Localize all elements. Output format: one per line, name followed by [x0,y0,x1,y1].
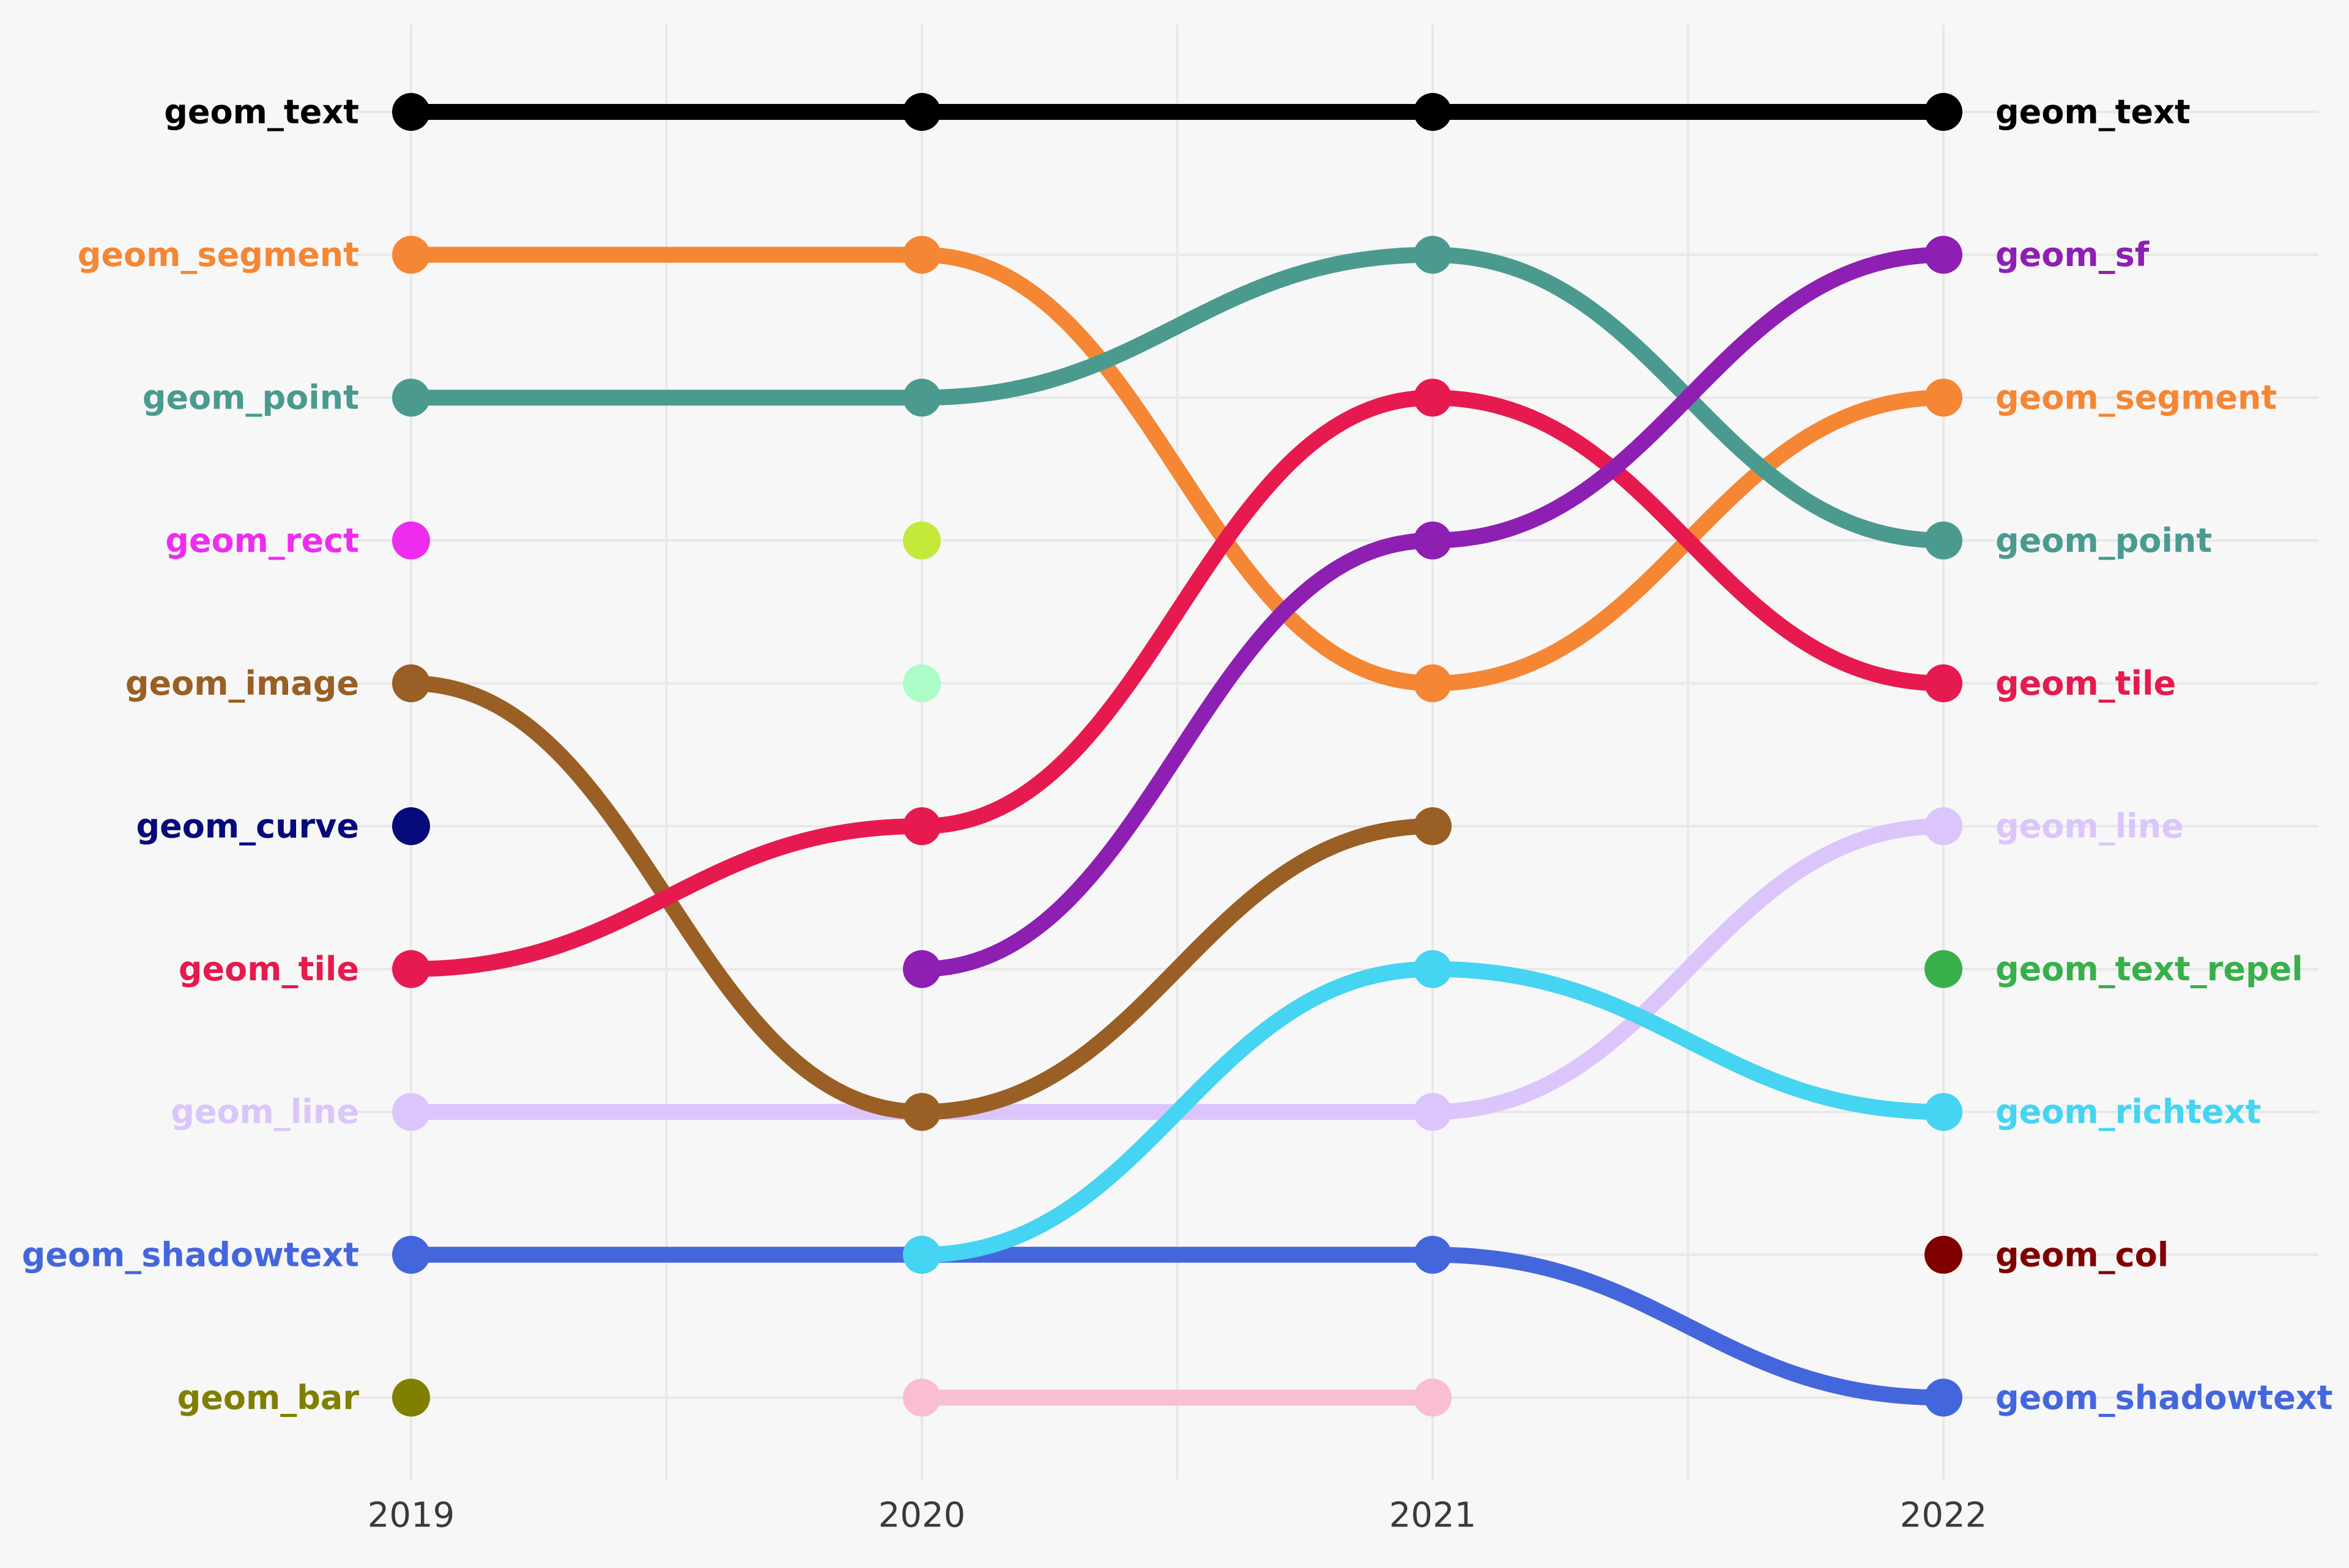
series-line-geom_shadowtext [403,1246,1951,1406]
point-geom_sf-2020 [903,950,941,988]
point-geom_text-2022 [1924,93,1962,131]
x-tick-2020: 2020 [878,1496,966,1536]
point-geom_segment-2019 [392,235,430,274]
point-geom_point-2019 [392,379,430,417]
series-line-geom_segment [403,246,1951,692]
point-geom_segment-2021 [1414,664,1452,703]
point-geom_richtext-2022 [1924,1093,1962,1131]
x-tick-2019: 2019 [368,1496,455,1536]
point-geom_col-2022 [1924,1235,1962,1274]
point-geom_bar-2019 [392,1378,430,1417]
point-geom_segment-2020 [903,235,941,274]
point-geom_shadowtext-2019 [392,1235,430,1274]
point-geom_point-2020 [903,379,941,417]
point-geom_text-2019 [392,93,430,131]
point-geom_image-2019 [392,664,430,703]
series-points [392,93,1962,1417]
point-geom_tile-2022 [1924,664,1962,703]
left-label-rank-10: geom_bar [177,1378,360,1417]
point-geom_tile-2019 [392,950,430,988]
point-geom_image-2020 [903,1093,941,1131]
point-geom_line-2022 [1924,807,1962,845]
series-line-geom_tile [403,390,1951,977]
left-label-rank-3: geom_point [143,379,359,417]
point-geom_point-2022 [1924,521,1962,560]
x-axis: 2019 2020 2021 2022 [368,1496,1987,1536]
point-geom_text-2020 [903,93,941,131]
point-geom_shadowtext-2022 [1924,1378,1962,1417]
point-geom_bar_2020_2021-2021 [1414,1378,1452,1417]
point-2020_rank5-2020 [903,664,941,703]
rank-labels: geom_text geom_segment geom_point geom_rect… [22,93,2333,1417]
left-label-rank-8: geom_line [171,1093,359,1131]
right-label-rank-3: geom_segment [1995,379,2277,417]
left-label-rank-7: geom_tile [179,950,359,988]
point-geom_rect-2019 [392,521,430,560]
series-line-geom_line [403,818,1951,1120]
left-label-rank-5: geom_image [125,664,359,703]
point-geom_image-2021 [1414,807,1452,845]
point-geom_line-2019 [392,1093,430,1131]
point-geom_sf-2021 [1414,521,1452,560]
point-geom_text-2021 [1414,93,1452,131]
point-geom_tile-2021 [1414,379,1452,417]
point-geom_curve-2019 [392,807,430,845]
right-label-rank-7: geom_text_repel [1995,950,2303,988]
point-geom_richtext-2020 [903,1235,941,1274]
x-tick-2022: 2022 [1900,1496,1987,1536]
point-geom_bar_2020_2021-2020 [903,1378,941,1417]
right-label-rank-6: geom_line [1995,807,2184,846]
point-geom_line-2021 [1414,1093,1452,1131]
left-label-rank-2: geom_segment [78,235,359,274]
series-line-geom_point [403,246,1951,549]
point-geom_shadowtext-2021 [1414,1235,1452,1274]
right-label-rank-10: geom_shadowtext [1995,1378,2332,1417]
right-label-rank-2: geom_sf [1995,235,2150,274]
right-label-rank-1: geom_text [1995,93,2191,131]
right-label-rank-8: geom_richtext [1995,1093,2261,1131]
left-label-rank-1: geom_text [164,93,359,131]
left-label-rank-9: geom_shadowtext [22,1235,359,1274]
point-geom_tile-2020 [903,807,941,845]
point-geom_sf-2022 [1924,235,1962,274]
point-2020_rank4-2020 [903,521,941,560]
point-geom_point-2021 [1414,235,1452,274]
point-geom_text_repel-2022 [1924,950,1962,988]
right-label-rank-5: geom_tile [1995,664,2176,703]
right-label-rank-4: geom_point [1995,521,2212,560]
left-label-rank-6: geom_curve [136,807,359,846]
x-tick-2021: 2021 [1389,1496,1477,1536]
right-label-rank-9: geom_col [1995,1235,2169,1274]
left-label-rank-4: geom_rect [165,521,359,560]
point-geom_segment-2022 [1924,379,1962,417]
point-geom_richtext-2021 [1414,950,1452,988]
